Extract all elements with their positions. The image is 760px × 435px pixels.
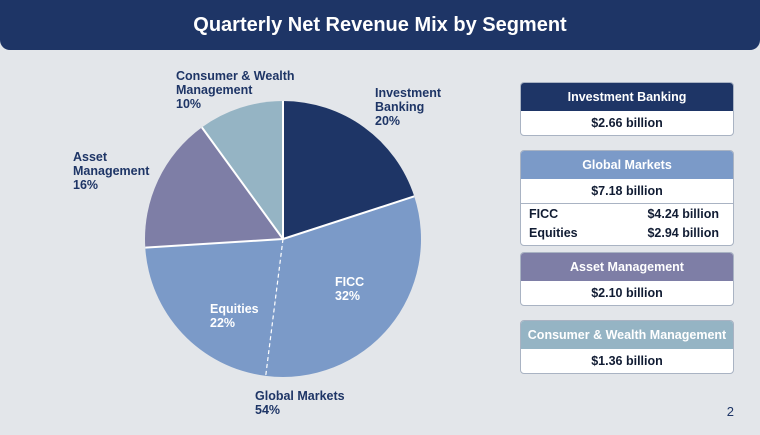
pie-slice-equities [145,239,283,376]
card-padding [521,242,733,245]
segment-card-row-value: $2.94 billion [647,225,719,240]
segment-card: Consumer & Wealth Management $1.36 billio… [520,320,734,374]
segment-card-title: Global Markets [521,151,733,179]
segment-card-row-label: Equities [529,225,578,240]
segment-card-row: Equities $2.94 billion [521,223,733,242]
pie-label-percent: 32% [335,289,361,303]
pie-slice-asset-management [144,127,283,248]
pie-label-investment-banking: Investment Banking 20% [375,86,441,128]
slice-separator [282,195,415,240]
segment-card-total: $7.18 billion [591,184,663,198]
global-markets-split-line [265,238,284,376]
pie-label-percent: 54% [255,403,281,417]
pie-label-text: Investment [375,86,441,100]
slice-separator [201,126,284,240]
title-bar: Quarterly Net Revenue Mix by Segment [0,0,760,50]
segment-card-title: Asset Management [521,253,733,281]
pie-label-consumer-wealth-management: Consumer & Wealth Management 10% [176,69,295,111]
segment-card: Investment Banking $2.66 billion [520,82,734,136]
pie-label-equities: Equities 22% [210,302,259,330]
pie-slice-consumer-wealth-management [201,101,283,239]
segment-card: Global Markets $7.18 billion FICC $4.24 bil… [520,150,734,246]
pie-label-text: Consumer & Wealth [176,69,295,83]
segment-card-total: $1.36 billion [591,354,663,368]
slice-separator [145,238,284,249]
pie-label-global-markets: Global Markets 54% [255,389,345,417]
pie-label-text: Banking [375,100,425,114]
pie-label-text: Management [176,83,253,97]
pie-label-ficc: FICC 32% [335,275,364,303]
segment-card-title: Consumer & Wealth Management [521,321,733,349]
page-title: Quarterly Net Revenue Mix by Segment [193,13,567,36]
pie-label-percent: 22% [210,316,236,330]
pie-label-percent: 10% [176,97,202,111]
pie-label-percent: 16% [73,178,99,192]
segment-card-title: Investment Banking [521,83,733,111]
pie-slice-ficc [265,196,421,377]
pie-label-text: Global Markets [255,389,345,403]
pie-label-text: Management [73,164,150,178]
pie-chart [144,101,421,377]
segment-card-row-label: FICC [529,206,559,221]
pie-slice-investment-banking [283,101,415,239]
segment-card-row: FICC $4.24 billion [521,203,733,223]
pie-label-percent: 20% [375,114,401,128]
pie-label-text: Asset [73,150,108,164]
page-number: 2 [726,404,734,419]
pie-label-text: Equities [210,302,259,316]
segment-card-total: $2.66 billion [591,116,663,130]
pie-label-asset-management: Asset Management 16% [73,150,149,192]
segment-card-total: $2.10 billion [591,286,663,300]
segment-card-row-value: $4.24 billion [647,206,719,221]
segment-card: Asset Management $2.10 billion [520,252,734,306]
pie-label-text: FICC [335,275,365,289]
